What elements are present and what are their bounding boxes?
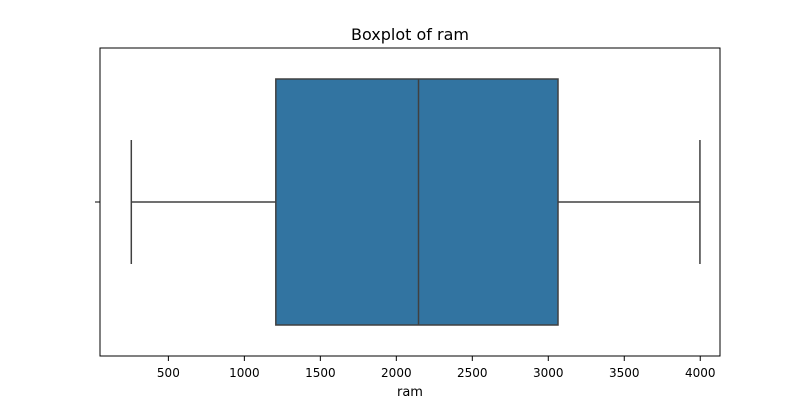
plot-area (95, 47, 721, 357)
x-tick-label: 2500 (457, 366, 488, 380)
x-tick-label: 3500 (609, 366, 640, 380)
iqr-box (275, 78, 559, 326)
chart-title: Boxplot of ram (351, 25, 469, 44)
x-axis: 500 1000 1500 2000 2500 3000 3500 4000 (157, 356, 716, 380)
x-tick-label: 1000 (229, 366, 260, 380)
x-tick-label: 3000 (533, 366, 564, 380)
x-tick-label: 4000 (685, 366, 716, 380)
x-axis-label: ram (397, 385, 423, 400)
x-tick-label: 500 (157, 366, 180, 380)
x-tick-label: 1500 (305, 366, 336, 380)
x-tick-label: 2000 (381, 366, 412, 380)
